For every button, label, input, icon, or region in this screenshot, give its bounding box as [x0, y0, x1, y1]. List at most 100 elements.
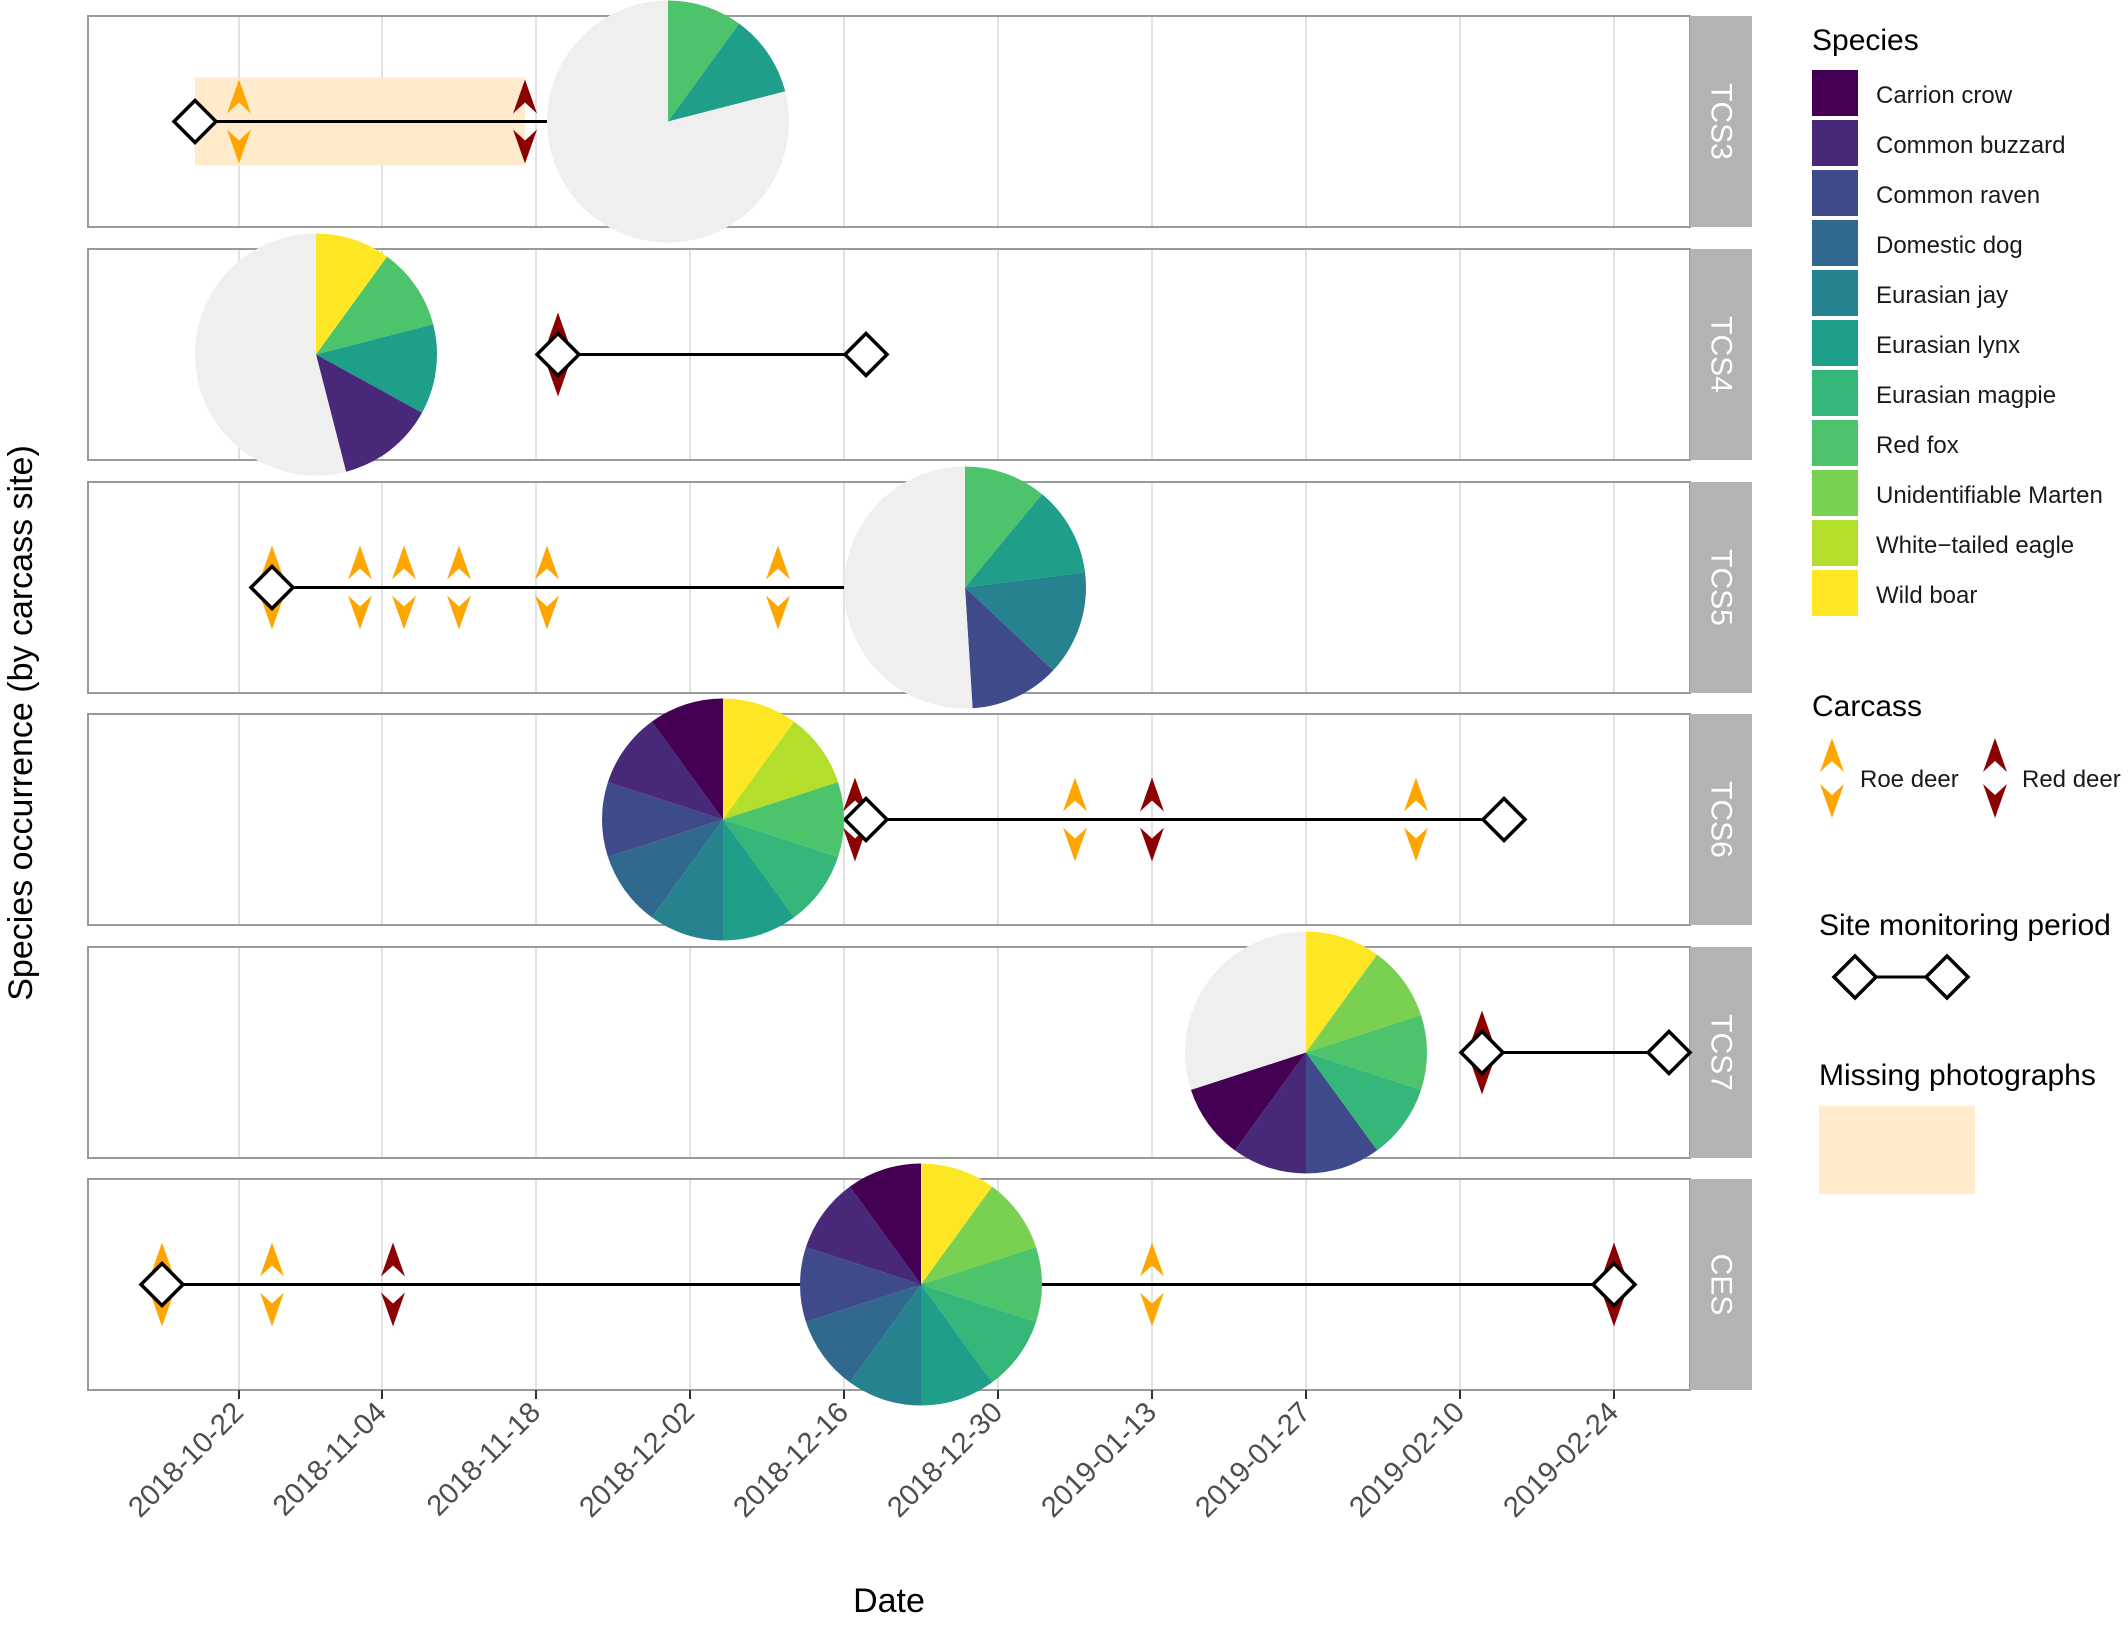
x-tick-label: 2018-12-02 [573, 1396, 701, 1524]
pie-slice [849, 1284, 921, 1406]
legend-swatch [1812, 70, 1858, 116]
carcass-marker-top [1140, 777, 1164, 812]
pie-slice [723, 819, 795, 941]
pie-slice [965, 494, 1086, 588]
carcass-marker-top [260, 1242, 284, 1277]
legend: Species Carrion crow Common buzzard Common … [1812, 24, 2121, 1194]
facet-label: CES [1705, 1254, 1738, 1316]
legend-swatch [1812, 320, 1858, 366]
pie-slice [607, 819, 723, 918]
pie-slice [723, 819, 839, 918]
carcass-marker-top [227, 79, 251, 114]
facet-strip [1690, 947, 1752, 1158]
pie-slice [921, 1163, 993, 1285]
facet-strip [1690, 714, 1752, 925]
legend-species-label: Unidentifiable Marten [1876, 482, 2103, 509]
carcass-marker-bottom [260, 1292, 284, 1327]
pie-slice [1306, 931, 1378, 1053]
pie-slice [921, 1186, 1037, 1285]
carcass-marker-bottom [1140, 1292, 1164, 1327]
pie-slice [965, 572, 1086, 671]
carcass-marker-top [1140, 1242, 1164, 1277]
pie-slice [723, 698, 795, 820]
legend-swatch [1812, 520, 1858, 566]
legend-swatch [1812, 270, 1858, 316]
legend-title-species: Species [1812, 24, 1919, 57]
legend-monitoring-diamond [1923, 953, 1971, 1001]
pie-slice [805, 1186, 921, 1285]
species-pie-tcs4 [195, 233, 437, 476]
legend-monitoring-diamond [1831, 953, 1879, 1001]
facet-label: TCS4 [1705, 316, 1738, 393]
pie-slice [1306, 1052, 1378, 1174]
legend-swatch [1812, 220, 1858, 266]
monitoring-start-diamond [248, 564, 296, 611]
pie-slice [1185, 931, 1306, 1090]
pie-slice [668, 23, 786, 122]
carcass-marker-bottom [766, 595, 790, 630]
x-tick-label: 2018-12-16 [727, 1396, 855, 1524]
legend-species-label: Eurasian jay [1876, 282, 2008, 309]
pie-slice [921, 1247, 1043, 1322]
legend-species-label: Eurasian magpie [1876, 382, 2056, 409]
legend-species-label: Wild boar [1876, 582, 1977, 609]
legend-swatch [1812, 470, 1858, 516]
species-pie-tcs3 [546, 0, 789, 243]
carcass-marker-top [1404, 777, 1428, 812]
facet-label: TCS7 [1705, 1014, 1738, 1091]
facet-strip [1690, 1179, 1752, 1390]
pie-slice [849, 1163, 921, 1285]
pie-slice [1306, 1052, 1422, 1151]
pie-slice [316, 354, 423, 472]
pie-slice [921, 1284, 1037, 1383]
species-pie-tcs7 [1185, 931, 1427, 1174]
monitoring-start-diamond [842, 796, 890, 843]
pie-slice [651, 819, 723, 941]
species-pie-tcs6 [602, 698, 844, 941]
carcass-marker-bottom [227, 129, 251, 164]
pie-slice [921, 1284, 993, 1406]
pie-slice [723, 782, 844, 857]
facet-label: TCS6 [1705, 781, 1738, 858]
pie-slice [805, 1284, 921, 1383]
legend-swatch [1812, 570, 1858, 616]
carcass-marker-top [447, 545, 471, 580]
pie-slice [651, 698, 723, 820]
pie-slice [316, 256, 434, 355]
pie-slice [1306, 1015, 1427, 1090]
carcass-marker-top [766, 545, 790, 580]
legend-swatch [1812, 370, 1858, 416]
marks-layer [138, 79, 1693, 1327]
monitoring-start-diamond [138, 1261, 186, 1308]
monitoring-end-diamond [1480, 796, 1528, 843]
legend-species-label: Eurasian lynx [1876, 332, 2020, 359]
carcass-marker-top [348, 545, 372, 580]
x-axis: 2018-10-22 2018-11-04 2018-11-18 2018-12-02… [122, 1390, 1625, 1620]
monitoring-start-diamond [171, 98, 219, 145]
facet-strip [1690, 482, 1752, 693]
pies-layer [195, 0, 1427, 1406]
legend-red-arrow-bottom [1983, 784, 2007, 818]
legend-missing-swatch [1819, 1106, 1975, 1194]
legend-species-label: Domestic dog [1876, 232, 2023, 259]
carcass-marker-bottom [392, 595, 416, 630]
panel-background [88, 947, 1690, 1158]
x-tick-label: 2019-02-24 [1497, 1396, 1625, 1524]
pie-slice [1234, 1052, 1306, 1174]
carcass-marker-top [1063, 777, 1087, 812]
pie-slice [800, 1247, 921, 1322]
carcass-marker-bottom [1063, 827, 1087, 862]
monitoring-end-diamond [1590, 1261, 1638, 1308]
x-tick-label: 2018-10-22 [122, 1396, 250, 1524]
facet-strip [1690, 16, 1752, 227]
x-tick-label: 2019-02-10 [1343, 1396, 1471, 1524]
legend-swatch [1812, 170, 1858, 216]
carcass-marker-bottom [1404, 827, 1428, 862]
carcass-marker-bottom [535, 595, 559, 630]
pie-slice [965, 466, 1043, 588]
legend-species-label: White−tailed eagle [1876, 532, 2074, 559]
carcass-marker-bottom [1140, 827, 1164, 862]
site-marks-tcs4 [534, 312, 890, 397]
species-pie-ces [800, 1163, 1043, 1406]
site-marks-tcs7 [1458, 1010, 1693, 1095]
